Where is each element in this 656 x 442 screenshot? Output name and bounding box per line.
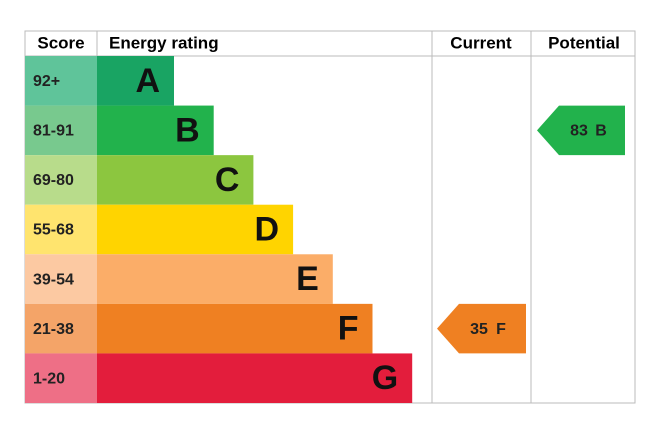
score-cell — [25, 204, 97, 255]
current-rating: F — [496, 321, 506, 338]
score-cell — [25, 105, 97, 156]
rating-letter: A — [135, 62, 160, 100]
rating-letter: F — [338, 310, 359, 348]
potential-rating: B — [595, 123, 607, 140]
rating-letter: E — [296, 260, 319, 298]
rating-bar — [97, 353, 413, 403]
header-current: Current — [450, 33, 512, 52]
rating-bar — [97, 155, 254, 205]
score-cell — [25, 155, 97, 205]
rating-bar — [97, 254, 333, 304]
rating-letter: B — [175, 111, 200, 149]
header-potential: Potential — [548, 33, 620, 52]
current-arrow — [437, 303, 526, 354]
rating-letter: C — [215, 161, 240, 199]
potential-value: 83 — [570, 123, 588, 140]
score-range: 92+ — [33, 73, 60, 90]
score-cell — [25, 254, 97, 304]
rating-bar — [97, 303, 373, 354]
score-range: 1-20 — [33, 370, 65, 387]
rating-bar — [97, 56, 174, 106]
rating-bar — [97, 105, 214, 156]
rating-bar — [97, 204, 294, 255]
score-range: 69-80 — [33, 172, 74, 189]
rating-letter: G — [372, 359, 398, 397]
score-range: 21-38 — [33, 321, 74, 338]
score-range: 81-91 — [33, 123, 74, 140]
rating-letter: D — [255, 210, 280, 248]
score-cell — [25, 353, 97, 403]
score-range: 55-68 — [33, 222, 74, 239]
header-score: Score — [37, 33, 84, 52]
current-value: 35 — [470, 321, 488, 338]
potential-arrow — [537, 105, 625, 156]
header-rating: Energy rating — [109, 33, 219, 52]
score-cell — [25, 303, 97, 354]
score-range: 39-54 — [33, 271, 74, 288]
score-cell — [25, 56, 97, 106]
